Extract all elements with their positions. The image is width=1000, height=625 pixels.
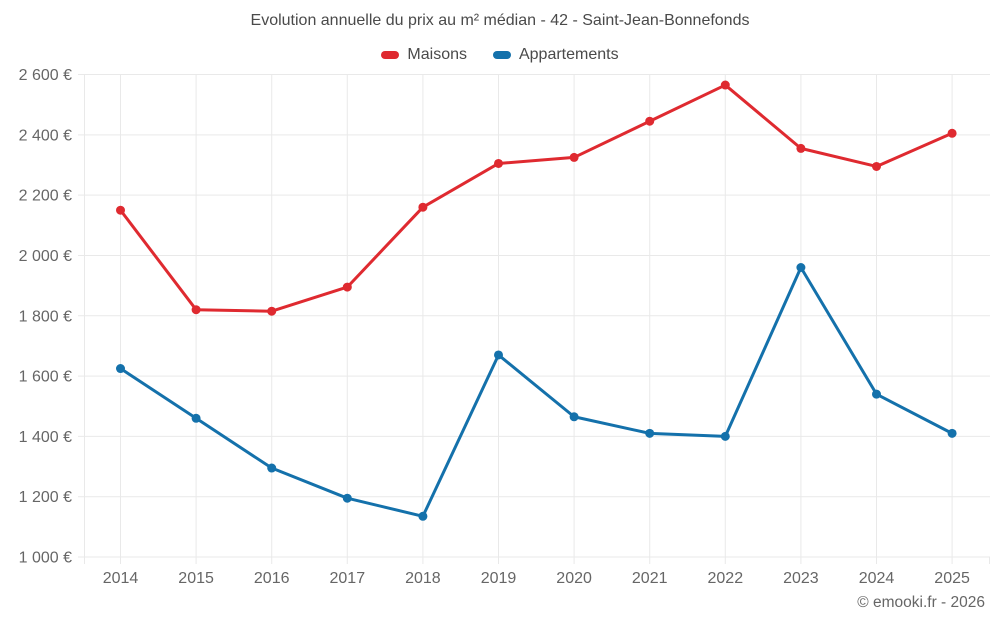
appartements-line: [119, 266, 954, 518]
maisons-legend-swatch-icon: [381, 51, 400, 59]
chart-legend: Maisons Appartements: [0, 46, 1000, 64]
maisons-point-2020[interactable]: [569, 152, 579, 162]
x-axis-label: 2025: [934, 570, 970, 587]
maisons-point-2023[interactable]: [796, 143, 806, 153]
y-axis-label: 2 400 €: [19, 127, 72, 144]
maisons-legend-label: Maisons: [407, 46, 467, 63]
x-axis-label: 2022: [708, 570, 744, 587]
y-axis-label: 1 000 €: [19, 550, 72, 567]
maisons-point-2018[interactable]: [418, 202, 428, 212]
maisons-point-2024[interactable]: [872, 161, 881, 171]
y-axis-label: 2 600 €: [19, 67, 72, 84]
appartements-point-2018[interactable]: [418, 511, 428, 521]
maisons-point-2016[interactable]: [267, 306, 277, 316]
x-axis-label: 2015: [178, 570, 214, 587]
x-axis-label: 2020: [556, 570, 592, 587]
y-axis-label: 2 000 €: [19, 248, 72, 265]
y-axis-label: 1 200 €: [19, 489, 72, 506]
chart-title: Evolution annuelle du prix au m² médian …: [250, 12, 750, 29]
x-axis-label: 2016: [254, 570, 290, 587]
appartements-legend-label: Appartements: [518, 46, 619, 63]
y-axis-label: 2 200 €: [19, 188, 72, 205]
maisons-line: [119, 83, 954, 313]
x-axis-label: 2014: [103, 570, 139, 587]
appartements-point-2019[interactable]: [494, 350, 503, 360]
y-axis-label: 1 800 €: [19, 308, 72, 325]
maisons-point-2019[interactable]: [494, 158, 503, 168]
y-axis-label: 1 600 €: [19, 369, 72, 386]
appartements-point-2024[interactable]: [872, 389, 881, 399]
y-axis-label: 1 400 €: [19, 429, 72, 446]
appartements-point-2015[interactable]: [191, 413, 201, 423]
appartements-point-2023[interactable]: [796, 263, 806, 272]
x-axis-label: 2023: [783, 570, 819, 587]
appartements-legend-swatch-icon: [492, 51, 511, 59]
x-axis-label: 2024: [859, 570, 895, 587]
appartements-point-2020[interactable]: [569, 412, 579, 422]
legend-item-appartements[interactable]: Appartements: [492, 46, 619, 64]
appartements-point-2014[interactable]: [116, 364, 125, 374]
maisons-point-2021[interactable]: [645, 116, 655, 126]
x-axis-label: 2021: [632, 570, 668, 587]
x-axis-label: 2018: [405, 570, 441, 587]
appartements-point-2021[interactable]: [645, 428, 655, 438]
appartements-point-2016[interactable]: [267, 463, 277, 473]
appartements-point-2022[interactable]: [720, 431, 730, 441]
x-axis-label: 2019: [481, 570, 517, 587]
appartements-point-2017[interactable]: [342, 493, 352, 503]
copyright-text: © emooki.fr - 2026: [857, 594, 985, 611]
maisons-point-2014[interactable]: [116, 205, 125, 215]
legend-item-maisons[interactable]: Maisons: [381, 46, 467, 64]
maisons-point-2017[interactable]: [342, 282, 352, 292]
maisons-point-2025[interactable]: [947, 128, 957, 138]
x-axis-label: 2017: [330, 570, 366, 587]
appartements-point-2025[interactable]: [947, 428, 957, 438]
maisons-point-2022[interactable]: [720, 80, 730, 90]
maisons-point-2015[interactable]: [191, 305, 201, 315]
